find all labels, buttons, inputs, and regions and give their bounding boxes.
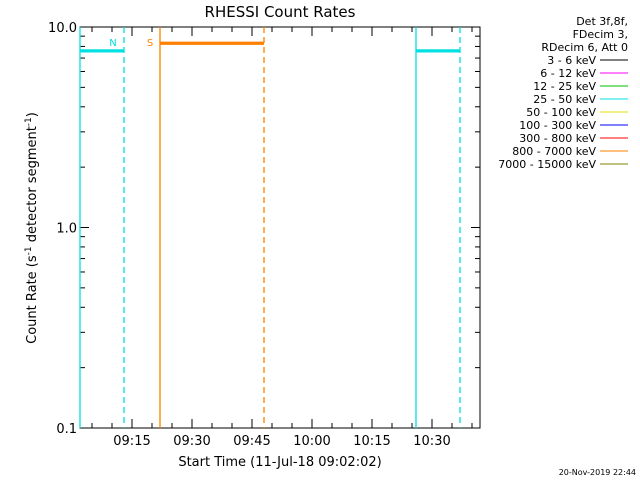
info-line: Det 3f,8f, (576, 15, 628, 28)
marker-label: N (109, 38, 116, 49)
legend: Det 3f,8f,FDecim 3,RDecim 6, Att 03 - 6 … (498, 15, 628, 171)
legend-label: 100 - 300 keV (519, 119, 596, 132)
y-tick-label: 0.1 (56, 422, 77, 437)
x-axis-label: Start Time (11-Jul-18 09:02:02) (178, 455, 381, 470)
x-tick-label: 10:15 (353, 434, 390, 449)
legend-label: 800 - 7000 keV (512, 145, 596, 158)
x-tick-label: 10:30 (413, 434, 450, 449)
legend-label: 300 - 800 keV (519, 132, 596, 145)
legend-label: 7000 - 15000 keV (498, 158, 596, 171)
x-tick-label: 09:45 (233, 434, 270, 449)
legend-label: 3 - 6 keV (547, 54, 596, 67)
legend-label: 50 - 100 keV (526, 106, 596, 119)
chart-title: RHESSI Count Rates (205, 3, 356, 21)
y-tick-label: 10.0 (48, 21, 77, 36)
info-line: RDecim 6, Att 0 (541, 41, 628, 54)
plot-frame (79, 26, 481, 429)
x-tick-label: 09:15 (113, 434, 150, 449)
y-tick-label: 1.0 (56, 222, 77, 237)
plot-area: 10.0 1.0 0.1 09:15 09:30 09:45 10:00 10:15 10:30… (48, 21, 481, 449)
footer-date: 20-Nov-2019 22:44 (559, 468, 636, 477)
marker-label: S (147, 38, 153, 49)
info-line: FDecim 3, (573, 28, 628, 41)
x-tick-label: 09:30 (173, 434, 210, 449)
x-tick-label: 10:00 (293, 434, 330, 449)
legend-label: 6 - 12 keV (540, 67, 596, 80)
y-axis-label: Count Rate (s-1 detector segment-1) (24, 112, 40, 344)
legend-label: 12 - 25 keV (533, 80, 596, 93)
legend-label: 25 - 50 keV (533, 93, 596, 106)
